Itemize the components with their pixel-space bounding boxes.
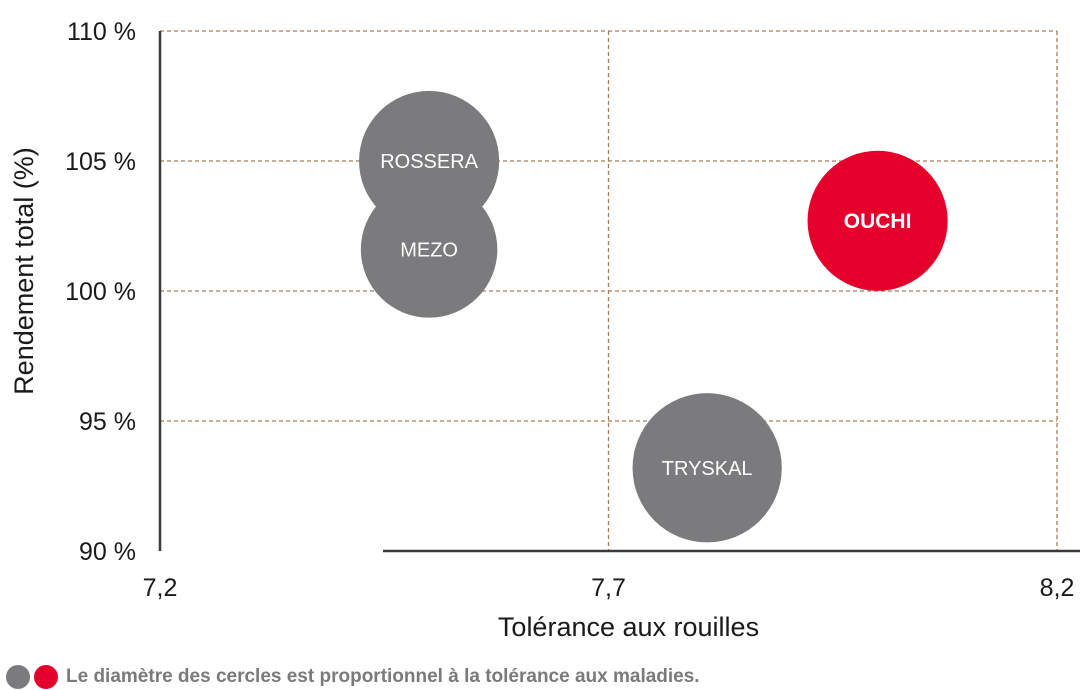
bubble	[360, 181, 498, 318]
x-tick-label: 7,7	[591, 574, 626, 602]
y-tick-label: 90 %	[79, 538, 136, 566]
y-tick-labels: 90 % 95 % 100 % 105 % 110 %	[65, 18, 136, 566]
bubble	[632, 393, 782, 543]
legend-note-text: Le diamètre des cercles est proportionne…	[66, 666, 700, 687]
x-axis-title: Tolérance aux rouilles	[498, 612, 759, 642]
red-circle-icon	[34, 665, 58, 689]
x-tick-label: 7,2	[143, 574, 178, 602]
bubble-label: MEZO	[400, 239, 458, 261]
bubbles: ROSSERA MEZO OUCHI TRYSKAL	[359, 90, 948, 543]
bubble-label: ROSSERA	[380, 151, 478, 173]
y-axis-title: Rendement total (%)	[9, 147, 39, 395]
y-tick-label: 95 %	[79, 408, 136, 436]
x-tick-labels: 7,2 7,7 8,2	[143, 574, 1075, 602]
x-tick-label: 8,2	[1040, 574, 1075, 602]
y-tick-label: 100 %	[65, 278, 136, 306]
bubble	[807, 150, 948, 291]
y-tick-label: 110 %	[67, 18, 136, 46]
grey-circle-icon	[6, 665, 30, 689]
y-tick-label: 105 %	[65, 148, 136, 176]
legend-note: Le diamètre des cercles est proportionne…	[6, 664, 700, 690]
bubble-label: TRYSKAL	[662, 458, 753, 480]
grid-lines	[160, 30, 1058, 551]
axes	[158, 31, 1080, 553]
bubble-label: OUCHI	[844, 210, 912, 233]
bubble-chart: 90 % 95 % 100 % 105 % 110 % 7,2 7,7 8,2 ROSSER…	[9, 18, 1080, 642]
